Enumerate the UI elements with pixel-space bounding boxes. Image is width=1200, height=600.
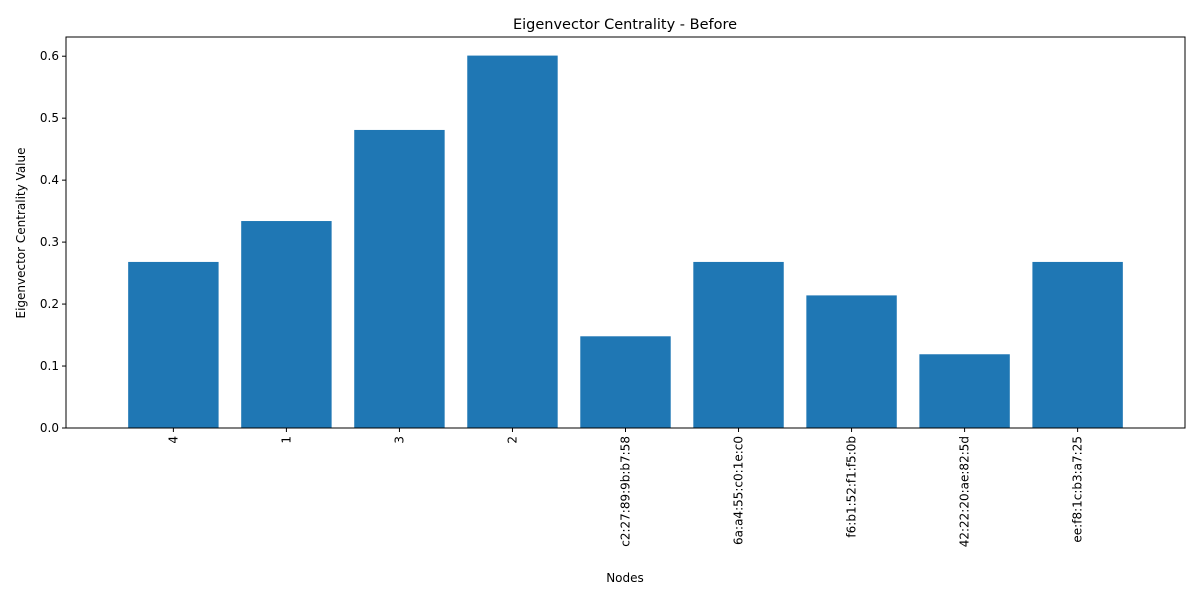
bar-4 xyxy=(580,336,671,428)
x-axis: 4 1 3 2 c2:27:89:9b:b7:58 6a:a4:55:c0:1e:c0 f6… xyxy=(166,428,1085,547)
x-tick-label: f6:b1:52:f1:f5:0b xyxy=(845,436,859,538)
bars xyxy=(128,55,1123,429)
x-tick-label: 1 xyxy=(279,436,293,444)
bar-8 xyxy=(1032,261,1123,428)
y-tick-label: 0.0 xyxy=(40,421,59,435)
x-tick-label: ee:f8:1c:b3:a7:25 xyxy=(1071,436,1085,543)
x-tick-label: c2:27:89:9b:b7:58 xyxy=(619,436,633,547)
y-axis: 0.0 0.1 0.2 0.3 0.4 0.5 0.6 xyxy=(40,49,66,435)
plot-frame xyxy=(65,36,1186,429)
bar-6 xyxy=(806,295,897,428)
x-axis-label: Nodes xyxy=(606,571,644,585)
y-tick-label: 0.4 xyxy=(40,173,59,187)
y-tick-label: 0.3 xyxy=(40,235,59,249)
y-tick-label: 0.1 xyxy=(40,359,59,373)
y-axis-label: Eigenvector Centrality Value xyxy=(14,148,28,319)
bar-2 xyxy=(354,129,445,429)
y-tick-label: 0.5 xyxy=(40,111,59,125)
bar-7 xyxy=(919,354,1010,428)
x-tick-label: 6a:a4:55:c0:1e:c0 xyxy=(732,436,746,545)
chart-title: Eigenvector Centrality - Before xyxy=(513,17,737,33)
x-tick-label: 42:22:20:ae:82:5d xyxy=(958,436,972,547)
bar-5 xyxy=(693,261,784,428)
bar-0 xyxy=(128,261,219,428)
x-tick-label: 3 xyxy=(392,436,406,444)
y-tick-label: 0.6 xyxy=(40,49,59,63)
x-tick-label: 2 xyxy=(505,436,519,444)
bar-3 xyxy=(467,55,558,428)
bar-1 xyxy=(241,221,332,428)
y-tick-label: 0.2 xyxy=(40,297,59,311)
x-tick-label: 4 xyxy=(166,436,180,444)
